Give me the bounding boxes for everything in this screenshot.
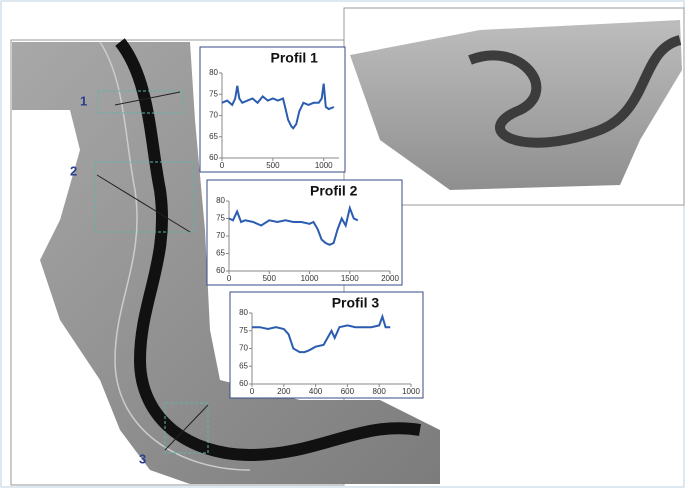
y-tick-label: 70 xyxy=(216,231,225,240)
x-tick-label: 800 xyxy=(373,387,387,396)
x-tick-label: 1500 xyxy=(341,274,359,283)
y-tick-label: 60 xyxy=(209,153,218,162)
y-tick-label: 75 xyxy=(209,89,218,98)
x-tick-label: 1000 xyxy=(402,387,420,396)
chart-title: Profil 2 xyxy=(310,183,358,199)
y-tick-label: 70 xyxy=(239,344,248,353)
y-tick-label: 60 xyxy=(216,266,225,275)
y-tick-label: 65 xyxy=(216,249,225,258)
x-tick-label: 1000 xyxy=(301,274,319,283)
x-tick-label: 200 xyxy=(277,387,291,396)
y-tick-label: 60 xyxy=(239,379,248,388)
profile-chart: Profil 1 60 65 70 75 80 0 500 1000 xyxy=(200,47,345,172)
chart-panel xyxy=(230,292,423,398)
chart-title: Profil 1 xyxy=(271,50,319,66)
x-tick-label: 600 xyxy=(341,387,355,396)
x-tick-label: 500 xyxy=(266,161,280,170)
y-tick-label: 75 xyxy=(239,326,248,335)
x-tick-label: 2000 xyxy=(381,274,399,283)
y-tick-label: 75 xyxy=(216,214,225,223)
y-tick-label: 80 xyxy=(209,68,218,77)
map-label: 2 xyxy=(70,163,77,178)
y-tick-label: 80 xyxy=(239,308,248,317)
x-tick-label: 0 xyxy=(220,161,225,170)
y-tick-label: 80 xyxy=(216,196,225,205)
x-tick-label: 1000 xyxy=(315,161,333,170)
x-tick-label: 400 xyxy=(309,387,323,396)
profile-chart: Profil 2 60 65 70 75 80 0 500 1000 1500 2000 xyxy=(207,180,402,285)
x-tick-label: 0 xyxy=(250,387,255,396)
map-label: 1 xyxy=(80,93,87,108)
x-tick-label: 0 xyxy=(227,274,232,283)
chart-title: Profil 3 xyxy=(332,295,380,311)
y-tick-label: 65 xyxy=(239,361,248,370)
x-tick-label: 500 xyxy=(263,274,277,283)
chart-panel xyxy=(207,180,402,285)
figure: 1 2 3 Profil 1606570758005001000Profil 2… xyxy=(0,0,685,488)
y-tick-label: 65 xyxy=(209,132,218,141)
map-label: 3 xyxy=(139,451,146,466)
y-tick-label: 70 xyxy=(209,111,218,120)
